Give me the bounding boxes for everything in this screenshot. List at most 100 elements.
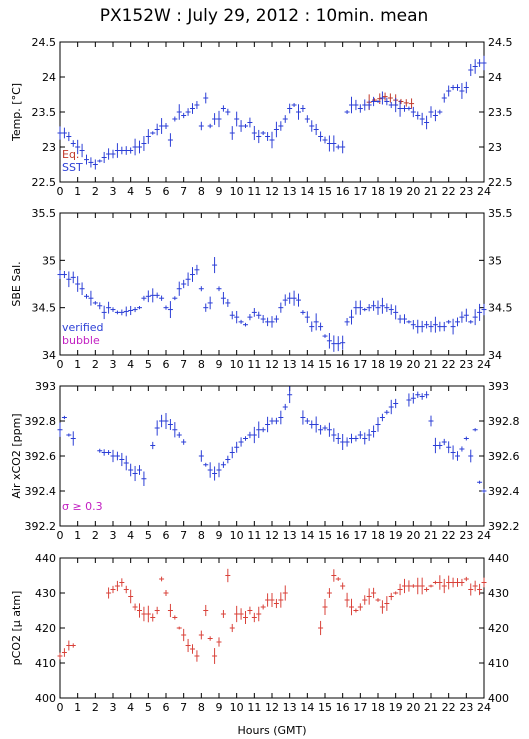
x-tick-label: 24: [477, 529, 491, 542]
y-tick-label-left: 34: [42, 349, 56, 362]
x-tick-label: 7: [180, 185, 187, 198]
y-tick-label-right: 24: [488, 71, 502, 84]
y-tick-label-right: 440: [488, 552, 509, 565]
x-tick-label: 9: [216, 358, 223, 371]
y-tick-label-left: 35: [42, 254, 56, 267]
y-tick-label-left: 392.4: [25, 485, 57, 498]
x-tick-label: 16: [336, 358, 350, 371]
y-tick-label-left: 23: [42, 141, 56, 154]
x-tick-label: 17: [353, 185, 367, 198]
x-tick-label: 20: [406, 358, 420, 371]
x-tick-label: 17: [353, 358, 367, 371]
y-tick-label-left: 420: [35, 622, 56, 635]
x-tick-label: 15: [318, 529, 332, 542]
x-tick-label: 20: [406, 529, 420, 542]
x-tick-label: 17: [353, 701, 367, 714]
x-tick-label: 8: [198, 185, 205, 198]
plot-frame: [59, 212, 485, 356]
y-tick-label-right: 410: [488, 657, 509, 670]
x-tick-label: 12: [265, 701, 279, 714]
y-axis-label: Temp. [°C]: [10, 83, 23, 142]
x-tick-label: 5: [145, 701, 152, 714]
y-tick-label-left: 35.5: [32, 207, 57, 220]
x-tick-label: 12: [265, 185, 279, 198]
x-tick-label: 23: [459, 701, 473, 714]
x-tick-label: 14: [300, 358, 314, 371]
x-tick-label: 13: [283, 358, 297, 371]
legend-entry: Eq.: [62, 148, 79, 161]
x-tick-label: 4: [127, 701, 134, 714]
x-tick-label: 2: [92, 185, 99, 198]
x-tick-label: 6: [163, 358, 170, 371]
plot-frame: [59, 41, 485, 183]
x-tick-label: 16: [336, 529, 350, 542]
x-tick-label: 13: [283, 701, 297, 714]
y-axis-label: SBE Sal.: [10, 261, 23, 306]
y-tick-label-right: 392.8: [488, 415, 520, 428]
x-tick-label: 22: [442, 358, 456, 371]
y-tick-label-right: 35: [488, 254, 502, 267]
x-tick-label: 4: [127, 358, 134, 371]
x-tick-label: 0: [57, 529, 64, 542]
x-tick-label: 15: [318, 701, 332, 714]
x-tick-label: 5: [145, 185, 152, 198]
plot-frame: [59, 557, 485, 699]
x-tick-label: 24: [477, 185, 491, 198]
x-tick-label: 15: [318, 185, 332, 198]
x-tick-label: 1: [74, 358, 81, 371]
x-tick-label: 9: [216, 185, 223, 198]
y-tick-label-left: 34.5: [32, 302, 57, 315]
x-tick-label: 8: [198, 529, 205, 542]
x-tick-label: 3: [110, 529, 117, 542]
x-tick-label: 8: [198, 358, 205, 371]
y-tick-label-right: 34: [488, 349, 502, 362]
x-tick-label: 18: [371, 185, 385, 198]
x-tick-label: 23: [459, 358, 473, 371]
series-verified: [57, 257, 487, 352]
x-tick-label: 2: [92, 529, 99, 542]
x-tick-label: 21: [424, 529, 438, 542]
x-tick-label: 9: [216, 701, 223, 714]
y-tick-label-left: 392.2: [25, 520, 57, 533]
y-tick-label-left: 392.8: [25, 415, 57, 428]
x-tick-label: 23: [459, 529, 473, 542]
y-tick-label-right: 22.5: [488, 176, 513, 189]
x-tick-label: 3: [110, 185, 117, 198]
x-tick-label: 14: [300, 529, 314, 542]
series-data: [57, 386, 487, 494]
x-tick-label: 16: [336, 701, 350, 714]
legend-entry: bubble: [62, 334, 100, 347]
y-tick-label-left: 393: [35, 380, 56, 393]
x-tick-label: 18: [371, 529, 385, 542]
panel-3: 0 1 2 3 4 5 6 7 8 9 10 11 12 13 14 15 16 17 18 19 20 21 22 23 24…: [10, 380, 520, 542]
x-tick-label: 11: [247, 701, 261, 714]
x-tick-label: 8: [198, 701, 205, 714]
x-tick-label: 0: [57, 358, 64, 371]
x-tick-label: 21: [424, 185, 438, 198]
x-tick-label: 11: [247, 529, 261, 542]
series-sst: [57, 55, 487, 170]
x-tick-label: 13: [283, 529, 297, 542]
x-tick-label: 3: [110, 358, 117, 371]
y-tick-label-right: 420: [488, 622, 509, 635]
x-tick-label: 10: [230, 701, 244, 714]
x-tick-label: 13: [283, 185, 297, 198]
y-tick-label-left: 22.5: [32, 176, 57, 189]
x-tick-label: 20: [406, 701, 420, 714]
x-tick-label: 23: [459, 185, 473, 198]
x-tick-label: 6: [163, 529, 170, 542]
x-tick-label: 3: [110, 701, 117, 714]
x-tick-label: 19: [389, 529, 403, 542]
y-axis-label: pCO2 [μ atm]: [10, 591, 23, 666]
x-tick-label: 12: [265, 358, 279, 371]
x-tick-label: 15: [318, 358, 332, 371]
x-tick-label: 1: [74, 529, 81, 542]
x-tick-label: 17: [353, 529, 367, 542]
x-tick-label: 1: [74, 701, 81, 714]
y-tick-label-right: 400: [488, 692, 509, 705]
x-tick-label: 0: [57, 701, 64, 714]
x-tick-label: 10: [230, 529, 244, 542]
y-tick-label-left: 392.6: [25, 450, 57, 463]
x-tick-label: 6: [163, 185, 170, 198]
